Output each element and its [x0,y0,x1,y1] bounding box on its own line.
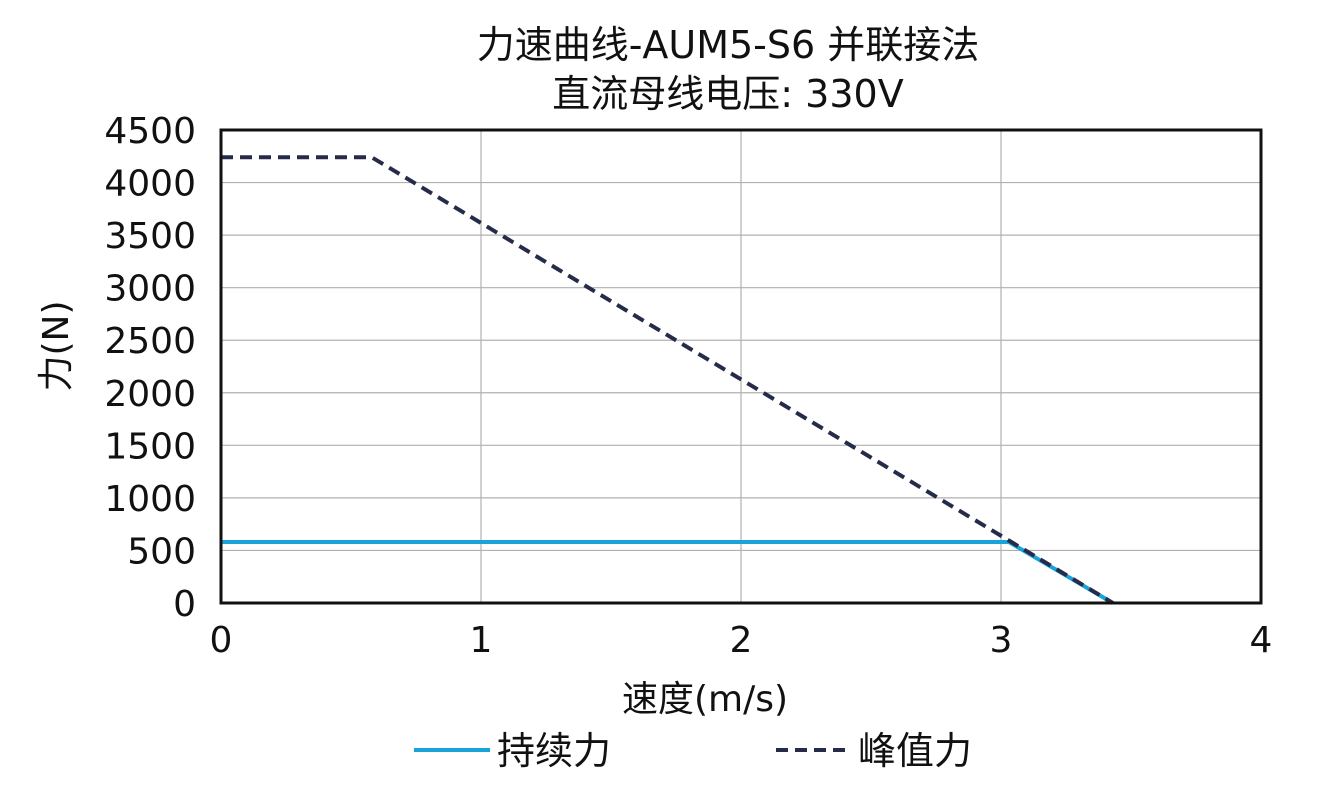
y-tick-label-5: 2500 [104,321,196,362]
series-layer [221,155,1114,605]
y-tick-label-8: 4000 [104,164,196,205]
y-tick-label-6: 3000 [104,269,196,310]
y-tick-label-0: 0 [173,584,196,625]
y-tick-label-7: 3500 [104,216,196,257]
x-tick-label-2: 2 [730,620,753,661]
grid-lines [221,130,1261,603]
legend: 持续力 峰值力 [414,729,972,773]
legend-label-peak: 峰值力 [858,729,972,773]
y-axis-label: 力(N) [36,300,77,391]
x-axis-label: 速度(m/s) [622,679,788,720]
continuous-force-line [221,540,1114,605]
y-tick-label-3: 1500 [104,426,196,467]
x-tick-label-4: 4 [1250,620,1273,661]
x-tick-label-1: 1 [470,620,493,661]
chart-subtitle: 直流母线电压: 330V [552,72,903,116]
x-tick-label-3: 3 [990,620,1013,661]
tick-labels: 0 500 1000 1500 2000 2500 3000 3500 4000 4500 0 1 2 3… [104,111,1272,661]
chart-title: 力速曲线-AUM5-S6 并联接法 [477,23,980,67]
plot-area-frame [219,128,1263,605]
peak-force-line [221,155,1114,605]
x-tick-label-0: 0 [210,620,233,661]
y-tick-label-4: 2000 [104,374,196,415]
y-tick-label-9: 4500 [104,111,196,152]
y-tick-label-1: 500 [127,531,196,572]
legend-label-continuous: 持续力 [497,729,611,773]
y-tick-label-2: 1000 [104,479,196,520]
